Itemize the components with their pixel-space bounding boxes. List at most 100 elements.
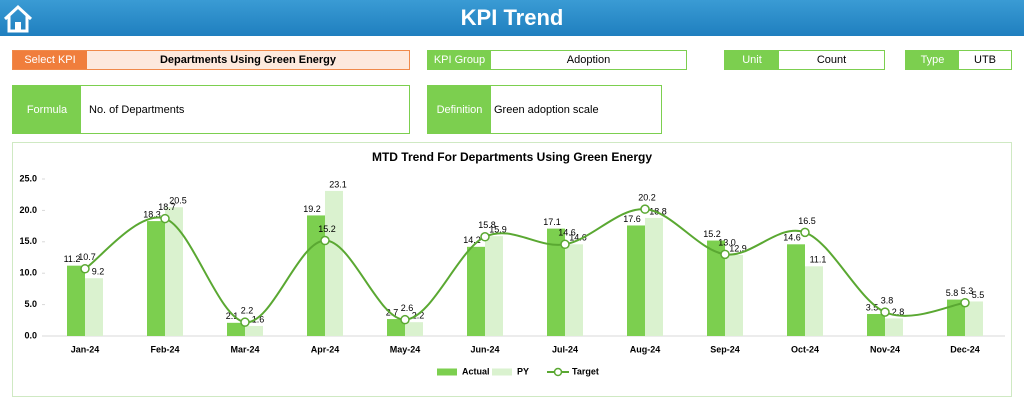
- legend-label: Target: [572, 366, 599, 376]
- field-value: Green adoption scale: [494, 103, 599, 116]
- header-bar: KPI Trend: [0, 0, 1024, 36]
- data-label: 9.2: [92, 267, 105, 277]
- field-value: Count: [816, 54, 847, 66]
- bar: [325, 190, 343, 336]
- bar: [565, 244, 583, 336]
- definition: Definition Green adoption scale: [427, 85, 662, 134]
- data-label: 2.2: [241, 306, 254, 316]
- type: Type UTB: [905, 50, 1012, 70]
- x-tick-label: Sep-24: [710, 344, 740, 354]
- field-value: Adoption: [566, 54, 611, 66]
- target-point: [400, 314, 410, 325]
- data-label: 13.0: [718, 238, 736, 248]
- data-label: 2.1: [226, 311, 239, 321]
- target-point: [800, 227, 810, 238]
- target-point: [80, 264, 90, 274]
- select-kpi[interactable]: Select KPI Departments Using Green Energ…: [12, 50, 410, 70]
- data-label: 2.7: [386, 307, 399, 317]
- field-label: KPI Group: [428, 51, 491, 69]
- data-label: 16.5: [798, 216, 816, 226]
- bar: [245, 325, 263, 336]
- field-label: Type: [906, 51, 959, 69]
- target-point: [240, 317, 250, 327]
- target-point: [720, 249, 730, 260]
- x-tick-label: Jun-24: [470, 344, 499, 354]
- data-label: 3.5: [866, 302, 879, 312]
- formula: Formula No. of Departments: [12, 85, 410, 134]
- x-tick-label: Mar-24: [230, 344, 259, 354]
- chart-panel: [12, 142, 1012, 397]
- y-tick-label: 15.0: [19, 236, 37, 246]
- data-label: 5.3: [961, 286, 974, 296]
- home-icon[interactable]: [0, 0, 36, 36]
- legend-swatch: [492, 368, 512, 376]
- target-line: [84, 208, 966, 324]
- target-point: [640, 204, 650, 214]
- field-label: Definition: [428, 86, 491, 133]
- bar: [645, 217, 663, 336]
- x-tick-label: Jul-24: [552, 344, 578, 354]
- bar: [227, 322, 245, 336]
- page-title: KPI Trend: [460, 5, 564, 30]
- bar: [965, 301, 983, 336]
- x-tick-label: Jan-24: [71, 344, 100, 354]
- data-label: 15.8: [478, 220, 496, 230]
- data-label: 15.2: [318, 224, 336, 234]
- data-label: 15.9: [489, 225, 507, 235]
- target-point: [960, 297, 970, 308]
- bar: [147, 221, 165, 336]
- y-tick-label: 25.0: [19, 173, 37, 183]
- target-point: [160, 213, 170, 224]
- data-label: 20.5: [169, 196, 187, 206]
- legend-label: PY: [517, 366, 529, 376]
- data-label: 10.7: [78, 252, 96, 262]
- field-value: Departments Using Green Energy: [87, 51, 409, 69]
- x-tick-label: Feb-24: [150, 344, 179, 354]
- data-label: 2.6: [401, 303, 414, 313]
- data-label: 14.2: [463, 235, 481, 245]
- data-label: 17.6: [623, 214, 641, 224]
- data-label: 14.6: [783, 233, 801, 243]
- data-label: 5.8: [946, 288, 959, 298]
- data-label: 12.9: [729, 243, 747, 253]
- data-label: 18.7: [158, 202, 176, 212]
- x-tick-label: Dec-24: [950, 344, 980, 354]
- bar: [467, 246, 485, 336]
- bar: [85, 278, 103, 336]
- legend-label: Actual: [462, 366, 490, 376]
- field-value: UTB: [974, 54, 996, 66]
- field-value: No. of Departments: [89, 103, 185, 116]
- data-label: 18.3: [143, 209, 161, 219]
- data-label: 5.5: [972, 290, 985, 300]
- data-label: 14.6: [569, 233, 587, 243]
- y-tick-label: 5.0: [24, 299, 37, 309]
- target-point: [480, 232, 490, 242]
- field-label: Select KPI: [13, 51, 87, 69]
- data-label: 23.1: [329, 179, 347, 189]
- data-label: 20.2: [638, 193, 656, 203]
- legend-swatch: [553, 367, 563, 377]
- data-label: 11.2: [64, 254, 81, 264]
- y-tick-label: 0.0: [24, 330, 37, 340]
- x-tick-label: Oct-24: [791, 344, 819, 354]
- data-label: 17.1: [543, 217, 561, 227]
- data-label: 1.6: [252, 314, 265, 324]
- x-tick-label: Apr-24: [311, 344, 340, 354]
- bar: [725, 254, 743, 336]
- bar: [67, 265, 85, 336]
- data-label: 3.8: [881, 296, 894, 306]
- legend-swatch: [437, 368, 457, 376]
- bar: [885, 318, 903, 336]
- bar: [547, 228, 565, 336]
- x-tick-label: Aug-24: [630, 344, 661, 354]
- bar: [947, 299, 965, 336]
- bar: [805, 266, 823, 336]
- bar: [405, 322, 423, 336]
- bar: [867, 314, 885, 336]
- target-point: [320, 235, 330, 246]
- bar: [627, 225, 645, 336]
- data-label: 14.6: [558, 228, 576, 238]
- field-label: Formula: [13, 86, 81, 133]
- bar: [787, 244, 805, 336]
